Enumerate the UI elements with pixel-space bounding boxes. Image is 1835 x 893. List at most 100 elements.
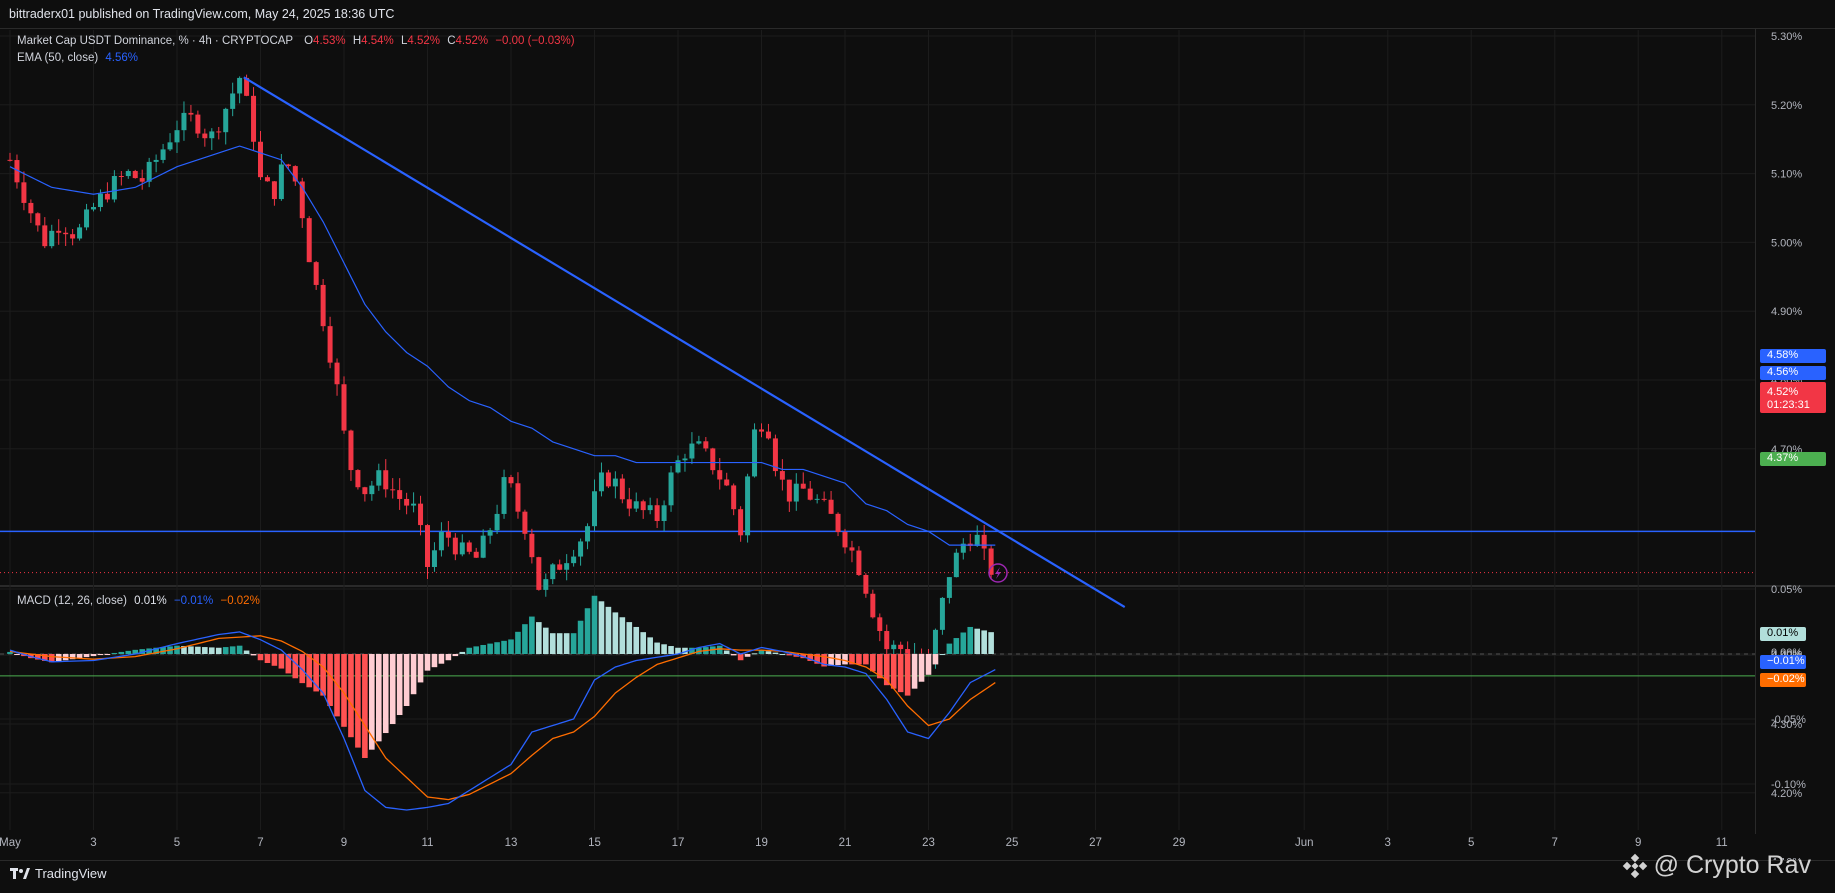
macd-histogram-bar — [890, 654, 897, 689]
macd-histogram-bar — [257, 654, 264, 661]
time-tick-label: Jun — [1295, 837, 1314, 849]
open-value: 4.53% — [313, 35, 346, 47]
support-badge-bg — [1760, 452, 1826, 466]
macd-histogram-bar — [508, 639, 514, 654]
macd-histogram-bar — [946, 643, 953, 654]
macd-histogram-bar — [549, 633, 556, 654]
candle-body — [438, 531, 444, 551]
candle-body — [884, 631, 890, 650]
macd-histogram-bar — [772, 652, 779, 654]
candle-body — [515, 483, 521, 512]
macd-histogram-bar — [299, 654, 306, 684]
candle-body — [244, 77, 250, 96]
macd-histogram-bar — [654, 642, 660, 654]
macd-histogram-bar — [111, 652, 118, 654]
macd-tick-label: -0.10% — [1771, 779, 1806, 791]
macd-histogram-bar — [375, 654, 382, 742]
macd-histogram-bar — [786, 654, 793, 656]
macd-histogram-bar — [348, 654, 354, 738]
candle-body — [849, 547, 855, 551]
ema-label: EMA (50, close) — [17, 52, 99, 64]
candle-body — [431, 550, 437, 567]
candle-body — [418, 503, 424, 526]
candle-body — [278, 164, 284, 200]
candle-body — [480, 535, 486, 558]
candle-body — [842, 532, 848, 548]
candle-body — [14, 160, 20, 183]
candle-body — [738, 509, 744, 536]
candle-body — [216, 131, 222, 133]
macd-histogram-bar — [542, 627, 549, 654]
ema-line — [9, 145, 996, 546]
candle-body — [731, 485, 737, 510]
macd-histogram-bar — [174, 645, 180, 654]
candle-body — [689, 443, 695, 459]
candle-body — [619, 478, 625, 500]
macd-histogram-bar — [35, 654, 41, 660]
candle-body — [988, 548, 994, 575]
time-tick-label: 3 — [1385, 837, 1391, 849]
publisher-text: bittraderx01 published on TradingView.co… — [9, 7, 395, 21]
price-pane[interactable] — [0, 74, 1755, 677]
low-label: L — [400, 35, 408, 47]
candle-body — [230, 93, 236, 109]
candle-body — [605, 472, 611, 487]
macd-histogram-bar — [598, 601, 605, 654]
ema-badge-bg — [1760, 366, 1826, 380]
macd-pane[interactable] — [0, 595, 1755, 811]
macd-histogram-bar — [104, 654, 111, 655]
candle-body — [633, 501, 639, 509]
macd-line-value: −0.01% — [173, 595, 214, 607]
macd-histogram-bar — [626, 622, 633, 654]
macd-histogram-bar — [633, 626, 640, 654]
candle-body — [125, 171, 131, 177]
macd-histogram-bar — [744, 654, 751, 657]
macd-histogram-bar — [522, 624, 528, 654]
macd-histogram-bar — [605, 606, 612, 654]
macd-histogram-bar — [160, 647, 166, 654]
macd-histogram-bar — [181, 646, 187, 654]
ema-legend[interactable]: EMA (50, close) 4.56% — [17, 52, 138, 64]
candle-body — [522, 511, 528, 534]
candle-body — [661, 505, 667, 521]
candle-body — [70, 234, 76, 239]
high-value: 4.54% — [361, 35, 394, 47]
time-tick-label: 7 — [257, 837, 263, 849]
macd-signal-value: −0.02% — [220, 595, 260, 607]
macd-histogram-bar — [570, 633, 577, 654]
macd-histogram-bar — [556, 633, 563, 654]
macd-histogram-bar — [640, 632, 647, 654]
resistance-badge-bg — [1760, 349, 1826, 363]
candle-body — [981, 534, 987, 549]
macd-histogram-bar — [918, 654, 925, 682]
macd-histogram-bar — [814, 654, 820, 664]
candle-body — [251, 95, 257, 142]
time-tick-label: 25 — [1006, 837, 1019, 849]
macd-signal-line — [9, 635, 996, 801]
symbol-legend[interactable]: Market Cap USDT Dominance, % · 4h · CRYP… — [17, 35, 575, 47]
candle-body — [334, 362, 340, 385]
candle-body — [383, 470, 389, 490]
candle-body — [404, 498, 410, 506]
candle-body — [710, 448, 716, 471]
candle-body — [459, 542, 465, 555]
macd-histogram-bar — [981, 630, 987, 654]
macd-histogram-bar — [897, 654, 904, 693]
candle-body — [167, 142, 173, 150]
candle-body — [905, 649, 911, 656]
candle-body — [800, 483, 806, 489]
candle-body — [111, 175, 117, 200]
candle-body — [42, 225, 48, 247]
macd-histogram-bar — [125, 650, 132, 654]
time-tick-label: 9 — [341, 837, 347, 849]
tradingview-logo[interactable]: TradingView — [10, 866, 107, 881]
price-tick-label: 4.90% — [1771, 306, 1802, 318]
macd-histogram-bar — [591, 595, 598, 654]
macd-histogram-bar — [208, 647, 215, 654]
macd-histogram-bar — [480, 644, 486, 654]
macd-legend[interactable]: MACD (12, 26, close) 0.01% −0.01% −0.02% — [17, 595, 260, 607]
macd-histogram-bar — [466, 647, 473, 654]
resistance-badge: 4.58% — [1767, 349, 1798, 361]
candle-body — [891, 644, 897, 650]
